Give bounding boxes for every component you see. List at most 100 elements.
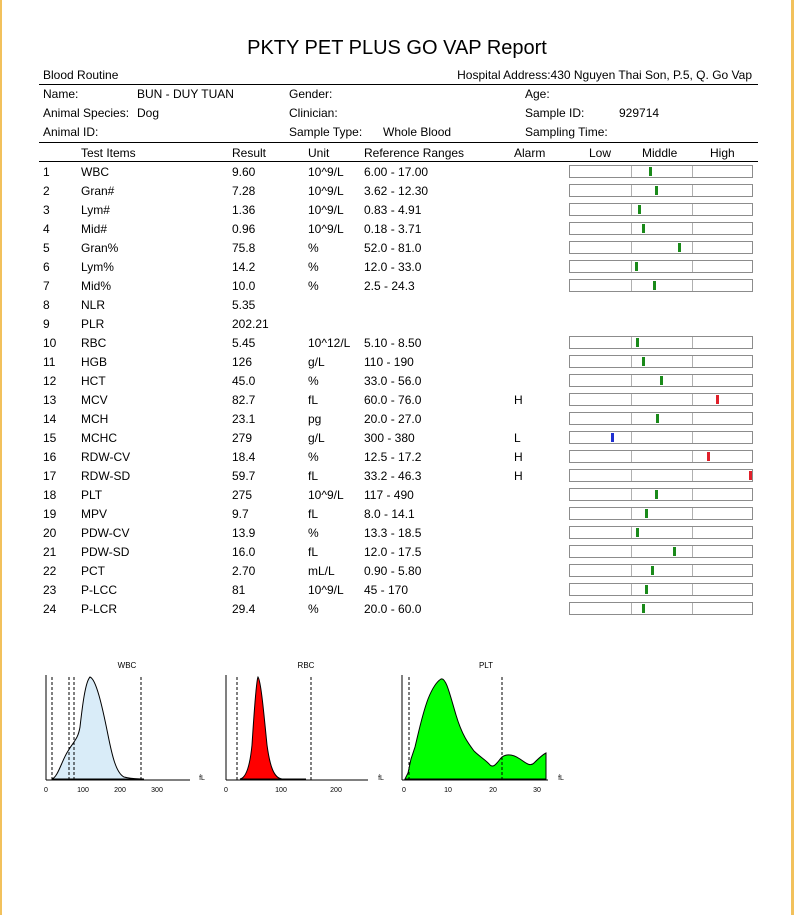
row-number: 19 xyxy=(43,507,57,521)
range-bar xyxy=(569,564,753,577)
row-number: 14 xyxy=(43,412,57,426)
row-reference: 12.5 - 17.2 xyxy=(364,450,422,464)
range-bar xyxy=(569,165,753,178)
row-reference: 33.2 - 46.3 xyxy=(364,469,422,483)
col-middle: Middle xyxy=(642,146,678,160)
range-bar-divider xyxy=(692,489,693,500)
row-result: 59.7 xyxy=(232,469,256,483)
range-bar-divider xyxy=(692,508,693,519)
wbc-tick-300: 300 xyxy=(151,787,163,794)
range-bar-divider xyxy=(631,204,632,215)
row-result: 81 xyxy=(232,583,246,597)
row-test-item: MPV xyxy=(81,507,108,521)
range-marker-normal xyxy=(636,528,639,537)
page-edge-right xyxy=(791,0,794,915)
rbc-unit: fL xyxy=(378,775,384,782)
range-bar-divider xyxy=(692,527,693,538)
range-bar xyxy=(569,336,753,349)
row-unit: pg xyxy=(308,412,322,426)
row-number: 17 xyxy=(43,469,57,483)
range-bar xyxy=(569,431,753,444)
row-unit: 10^12/L xyxy=(308,336,351,350)
histogram-area: WBC 0 100 200 300 fL RBC 0 100 200 fL PL… xyxy=(44,661,564,794)
row-test-item: PCT xyxy=(81,564,105,578)
range-bar-divider xyxy=(631,546,632,557)
row-reference: 60.0 - 76.0 xyxy=(364,393,422,407)
range-bar-divider xyxy=(692,204,693,215)
plt-curve xyxy=(404,678,547,780)
row-number: 3 xyxy=(43,203,50,217)
row-result: 5.45 xyxy=(232,336,256,350)
row-test-item: RDW-SD xyxy=(81,469,131,483)
row-number: 24 xyxy=(43,602,57,616)
range-marker-low xyxy=(611,433,614,442)
row-result: 18.4 xyxy=(232,450,256,464)
range-bar-divider xyxy=(692,565,693,576)
row-unit: fL xyxy=(308,469,319,483)
range-bar xyxy=(569,526,753,539)
row-reference: 0.90 - 5.80 xyxy=(364,564,422,578)
row-test-item: PLR xyxy=(81,317,105,331)
row-result: 202.21 xyxy=(232,317,269,331)
row-result: 126 xyxy=(232,355,253,369)
row-result: 7.28 xyxy=(232,184,256,198)
hospital-address: Hospital Address:430 Nguyen Thai Son, P.… xyxy=(457,68,752,82)
row-test-item: Lym# xyxy=(81,203,110,217)
row-test-item: MCV xyxy=(81,393,108,407)
wbc-curve xyxy=(51,676,145,780)
row-unit: g/L xyxy=(308,355,325,369)
range-marker-normal xyxy=(655,186,658,195)
header-divider xyxy=(39,84,758,85)
row-unit: 10^9/L xyxy=(308,583,344,597)
species-label: Animal Species: xyxy=(43,106,130,120)
row-reference: 0.18 - 3.71 xyxy=(364,222,422,236)
range-bar-divider xyxy=(631,489,632,500)
wbc-tick-100: 100 xyxy=(77,787,89,794)
row-number: 12 xyxy=(43,374,57,388)
range-bar-divider xyxy=(692,166,693,177)
range-bar-divider xyxy=(631,413,632,424)
range-bar-divider xyxy=(631,242,632,253)
range-bar xyxy=(569,241,753,254)
col-test-items: Test Items xyxy=(81,146,136,160)
col-alarm: Alarm xyxy=(514,146,546,160)
range-bar xyxy=(569,203,753,216)
range-marker-normal xyxy=(636,338,639,347)
sample-id-label: Sample ID: xyxy=(525,106,585,120)
section-label: Blood Routine xyxy=(43,68,119,82)
row-result: 23.1 xyxy=(232,412,256,426)
name-label: Name: xyxy=(43,87,79,101)
row-number: 10 xyxy=(43,336,57,350)
range-marker-normal xyxy=(656,414,659,423)
range-bar-divider xyxy=(692,546,693,557)
range-marker-normal xyxy=(660,376,663,385)
range-bar-divider xyxy=(631,508,632,519)
row-result: 45.0 xyxy=(232,374,256,388)
range-bar-divider xyxy=(631,527,632,538)
row-unit: 10^9/L xyxy=(308,203,344,217)
range-bar-divider xyxy=(631,375,632,386)
row-unit: % xyxy=(308,450,319,464)
row-reference: 5.10 - 8.50 xyxy=(364,336,422,350)
row-test-item: PDW-SD xyxy=(81,545,130,559)
row-reference: 45 - 170 xyxy=(364,583,409,597)
range-bar xyxy=(569,222,753,235)
row-number: 4 xyxy=(43,222,50,236)
range-bar-divider xyxy=(692,242,693,253)
row-test-item: MCHC xyxy=(81,431,117,445)
row-result: 9.60 xyxy=(232,165,256,179)
row-number: 16 xyxy=(43,450,57,464)
rbc-tick-0: 0 xyxy=(224,787,228,794)
col-unit: Unit xyxy=(308,146,330,160)
range-bar-divider xyxy=(692,375,693,386)
row-test-item: RDW-CV xyxy=(81,450,131,464)
range-marker-normal xyxy=(635,262,638,271)
range-marker-normal xyxy=(655,490,658,499)
row-result: 13.9 xyxy=(232,526,256,540)
col-high: High xyxy=(710,146,735,160)
plt-tick-10: 10 xyxy=(444,787,452,794)
row-number: 20 xyxy=(43,526,57,540)
row-test-item: RBC xyxy=(81,336,107,350)
row-reference: 3.62 - 12.30 xyxy=(364,184,429,198)
wbc-unit: fL xyxy=(199,775,205,782)
